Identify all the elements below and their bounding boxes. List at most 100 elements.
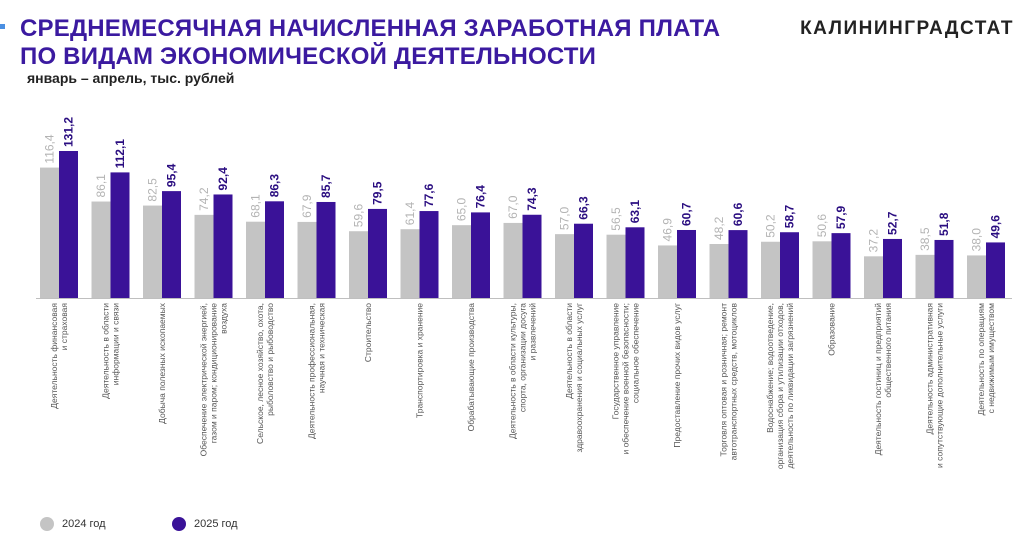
category-label-line: общественного питания xyxy=(883,303,893,398)
category-label-line: рыболовство и рыбоводство xyxy=(265,303,275,416)
title-line-2: ПО ВИДАМ ЭКОНОМИЧЕСКОЙ ДЕЯТЕЛЬНОСТИ xyxy=(20,43,597,70)
data-label-2024: 65,0 xyxy=(455,197,469,221)
category-label-line: здравоохранения и социальных услуг xyxy=(574,303,584,452)
category-label-line: Добыча полезных ископаемых xyxy=(157,302,167,424)
category-label-line: Образование xyxy=(827,303,837,356)
category-label-line: Транспортировка и хранение xyxy=(415,303,425,418)
bar-2025 xyxy=(728,230,748,298)
category-label: Сельское, лесное хозяйство, охота,рыболо… xyxy=(255,303,275,444)
data-label-2025: 131,2 xyxy=(62,117,76,147)
category-label-line: Обеспечение электрической энергией, xyxy=(199,303,209,456)
chart-subtitle: январь – апрель, тыс. рублей xyxy=(27,70,235,86)
bar-2024 xyxy=(194,214,214,298)
data-label-2025: 112,1 xyxy=(113,139,127,169)
category-label: Деятельность административнаяи сопутству… xyxy=(925,303,945,468)
bar-2024 xyxy=(91,201,111,298)
category-label-line: Торговля оптовая и розничная; ремонт xyxy=(719,303,729,457)
category-label-line: организация сбора и утилизации отходов, xyxy=(775,303,785,469)
bar-2025 xyxy=(625,227,645,298)
category-label: Образование xyxy=(827,303,837,356)
bar-2025 xyxy=(677,229,696,298)
category-label-line: Деятельность финансовая xyxy=(49,303,59,409)
bar-2024 xyxy=(503,222,523,298)
data-label-2024: 68,1 xyxy=(249,194,263,218)
category-label-line: Водоснабжение; водоотведение, xyxy=(765,303,775,433)
bar-2024 xyxy=(452,225,471,298)
category-label-line: Обрабатывающие производства xyxy=(466,303,476,432)
bar-2024 xyxy=(761,241,780,298)
bar-2025 xyxy=(59,151,78,298)
category-label-line: Строительство xyxy=(363,303,373,362)
data-label-2025: 92,4 xyxy=(216,167,230,191)
category-label-line: деятельность по ликвидации загрязнений xyxy=(785,303,795,469)
data-label-2024: 116,4 xyxy=(43,134,57,163)
legend-item-2025: 2025 год xyxy=(172,517,238,531)
category-label-line: научная и техническая xyxy=(317,303,327,394)
bar-2025 xyxy=(213,194,233,298)
data-label-2025: 57,9 xyxy=(834,205,848,229)
category-label-line: Сельское, лесное хозяйство, охота, xyxy=(255,303,265,444)
data-label-2024: 74,2 xyxy=(197,187,211,211)
category-label: Государственное управлениеи обеспечение … xyxy=(611,303,641,455)
category-label: Строительство xyxy=(363,303,373,362)
legend-swatch-2024 xyxy=(40,517,54,531)
category-label: Деятельность гостиниц и предприятийобщес… xyxy=(873,303,893,456)
category-label: Торговля оптовая и розничная; ремонтавто… xyxy=(719,303,739,461)
bar-2024 xyxy=(864,256,883,298)
legend-swatch-2025 xyxy=(172,517,186,531)
bar-2024 xyxy=(967,255,986,298)
accent-mark xyxy=(0,24,5,29)
bar-2025 xyxy=(831,233,851,298)
brand-logo: КАЛИНИНГРАДСТАТ xyxy=(800,18,1014,39)
data-label-2025: 85,7 xyxy=(319,174,333,198)
bar-2024 xyxy=(555,234,574,298)
chart-title: СРЕДНЕМЕСЯЧНАЯ НАЧИСЛЕННАЯ ЗАРАБОТНАЯ ПЛ… xyxy=(20,15,720,71)
bar-2024 xyxy=(349,231,368,298)
bar-2024 xyxy=(246,221,265,298)
category-label-line: воздуха xyxy=(219,303,229,334)
category-label: Деятельность финансоваяи страховая xyxy=(49,303,69,409)
category-label: Добыча полезных ископаемых xyxy=(157,302,167,424)
category-label-line: Деятельность профессиональная, xyxy=(307,303,317,439)
bar-2024 xyxy=(143,205,162,298)
category-label-line: автотранспортных средств, мотоциклов xyxy=(729,303,739,461)
data-label-2024: 61,4 xyxy=(403,202,417,226)
data-label-2024: 46,9 xyxy=(661,218,675,242)
category-label: Обрабатывающие производства xyxy=(466,303,476,432)
category-label-line: Предоставление прочих видов услуг xyxy=(672,303,682,448)
data-label-2025: 74,3 xyxy=(525,187,539,211)
bar-2025 xyxy=(574,223,593,298)
bar-2024 xyxy=(812,241,832,298)
data-label-2024: 67,0 xyxy=(506,195,520,219)
legend-label-2025: 2025 год xyxy=(194,518,238,530)
bar-2025 xyxy=(316,201,336,298)
category-label-line: Деятельность гостиниц и предприятий xyxy=(873,303,883,456)
bar-2025 xyxy=(883,238,902,298)
category-label-line: спорта, организации досуга xyxy=(518,303,528,412)
data-label-2025: 58,7 xyxy=(783,205,797,229)
category-label: Водоснабжение; водоотведение,организация… xyxy=(765,303,795,469)
data-label-2025: 60,7 xyxy=(680,202,694,226)
data-label-2024: 59,6 xyxy=(352,204,366,228)
category-label: Деятельность профессиональная,научная и … xyxy=(307,303,327,439)
data-label-2025: 66,3 xyxy=(577,196,591,220)
category-label-line: информации и связи xyxy=(111,303,121,385)
bar-2024 xyxy=(709,243,729,298)
bar-2025 xyxy=(110,172,130,298)
data-label-2024: 56,5 xyxy=(609,207,623,231)
bar-2025 xyxy=(471,212,490,298)
data-label-2024: 37,2 xyxy=(867,229,881,253)
data-label-2024: 86,1 xyxy=(94,174,108,198)
category-label: Деятельность в областиинформации и связи xyxy=(101,303,121,399)
category-label-line: Деятельность административная xyxy=(925,303,935,435)
title-line-1: СРЕДНЕМЕСЯЧНАЯ НАЧИСЛЕННАЯ ЗАРАБОТНАЯ ПЛ… xyxy=(20,15,721,42)
data-label-2024: 67,9 xyxy=(300,194,314,218)
bar-2025 xyxy=(986,242,1005,298)
data-label-2024: 48,2 xyxy=(712,216,726,240)
bar-2025 xyxy=(162,191,181,298)
category-label-line: газом и паром; кондиционирование xyxy=(209,303,219,444)
category-label-line: с недвижимым имуществом xyxy=(986,303,996,414)
bar-2025 xyxy=(934,239,954,298)
data-label-2025: 86,3 xyxy=(268,174,282,198)
